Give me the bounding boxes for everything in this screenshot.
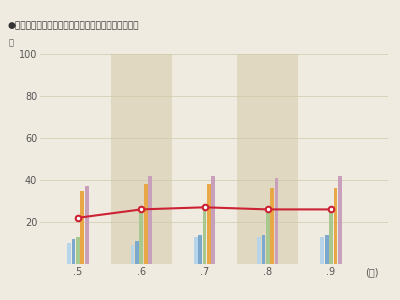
Bar — [76, 237, 80, 264]
Bar — [85, 186, 88, 264]
Bar — [40, 54, 48, 264]
Bar — [211, 176, 215, 264]
Bar — [238, 54, 298, 264]
Bar — [207, 184, 211, 264]
Bar — [198, 235, 202, 264]
Bar — [325, 235, 328, 264]
Bar — [194, 237, 198, 264]
Bar — [80, 190, 84, 264]
Bar — [174, 54, 235, 264]
Bar — [48, 54, 108, 264]
Bar — [262, 235, 265, 264]
Bar — [111, 54, 172, 264]
Bar — [338, 176, 342, 264]
Bar — [329, 212, 333, 264]
Bar — [362, 54, 388, 264]
Bar — [266, 209, 270, 264]
Bar — [257, 237, 261, 264]
Bar — [203, 209, 206, 264]
Bar — [148, 176, 152, 264]
Bar — [334, 188, 337, 264]
Text: ●最近の美容室は自分の年齢に合わないところが多い: ●最近の美容室は自分の年齢に合わないところが多い — [8, 21, 140, 30]
Bar — [275, 178, 278, 264]
Bar — [144, 184, 148, 264]
Bar — [270, 188, 274, 264]
Text: 茨: 茨 — [9, 39, 14, 48]
Bar — [139, 212, 143, 264]
Bar — [131, 245, 134, 264]
Bar — [67, 243, 71, 264]
Bar — [135, 241, 139, 264]
Bar — [301, 54, 362, 264]
Bar — [320, 237, 324, 264]
Bar — [72, 239, 76, 264]
